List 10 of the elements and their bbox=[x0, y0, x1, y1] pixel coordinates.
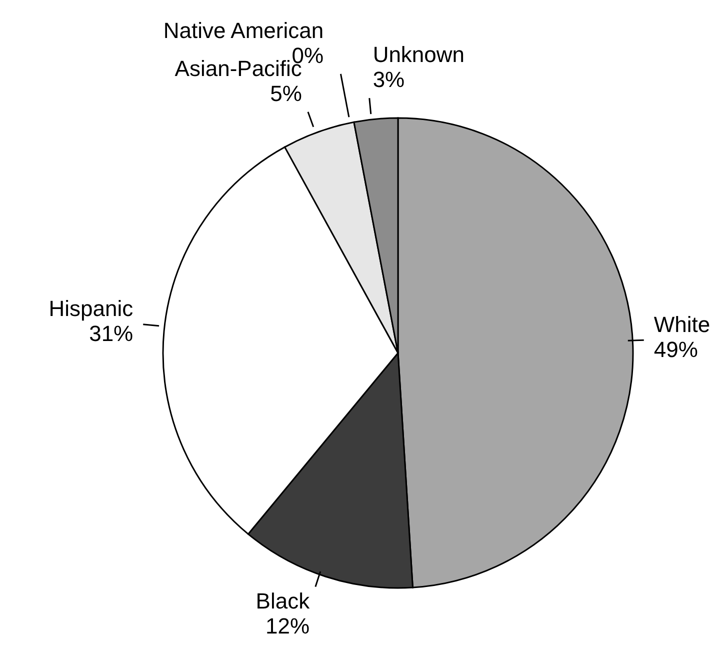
slice-label: Unknown bbox=[372, 42, 465, 68]
data-label: 49% bbox=[654, 336, 698, 362]
slice-label: White bbox=[654, 312, 710, 337]
data-label: 5% bbox=[270, 81, 302, 106]
data-label: 3% bbox=[372, 67, 405, 92]
data-label: 12% bbox=[266, 613, 310, 638]
category-label: Native American bbox=[163, 18, 324, 44]
data-label: 31% bbox=[89, 320, 134, 346]
slice-label: Hispanic bbox=[48, 296, 134, 321]
slice-label: Black bbox=[256, 588, 311, 614]
